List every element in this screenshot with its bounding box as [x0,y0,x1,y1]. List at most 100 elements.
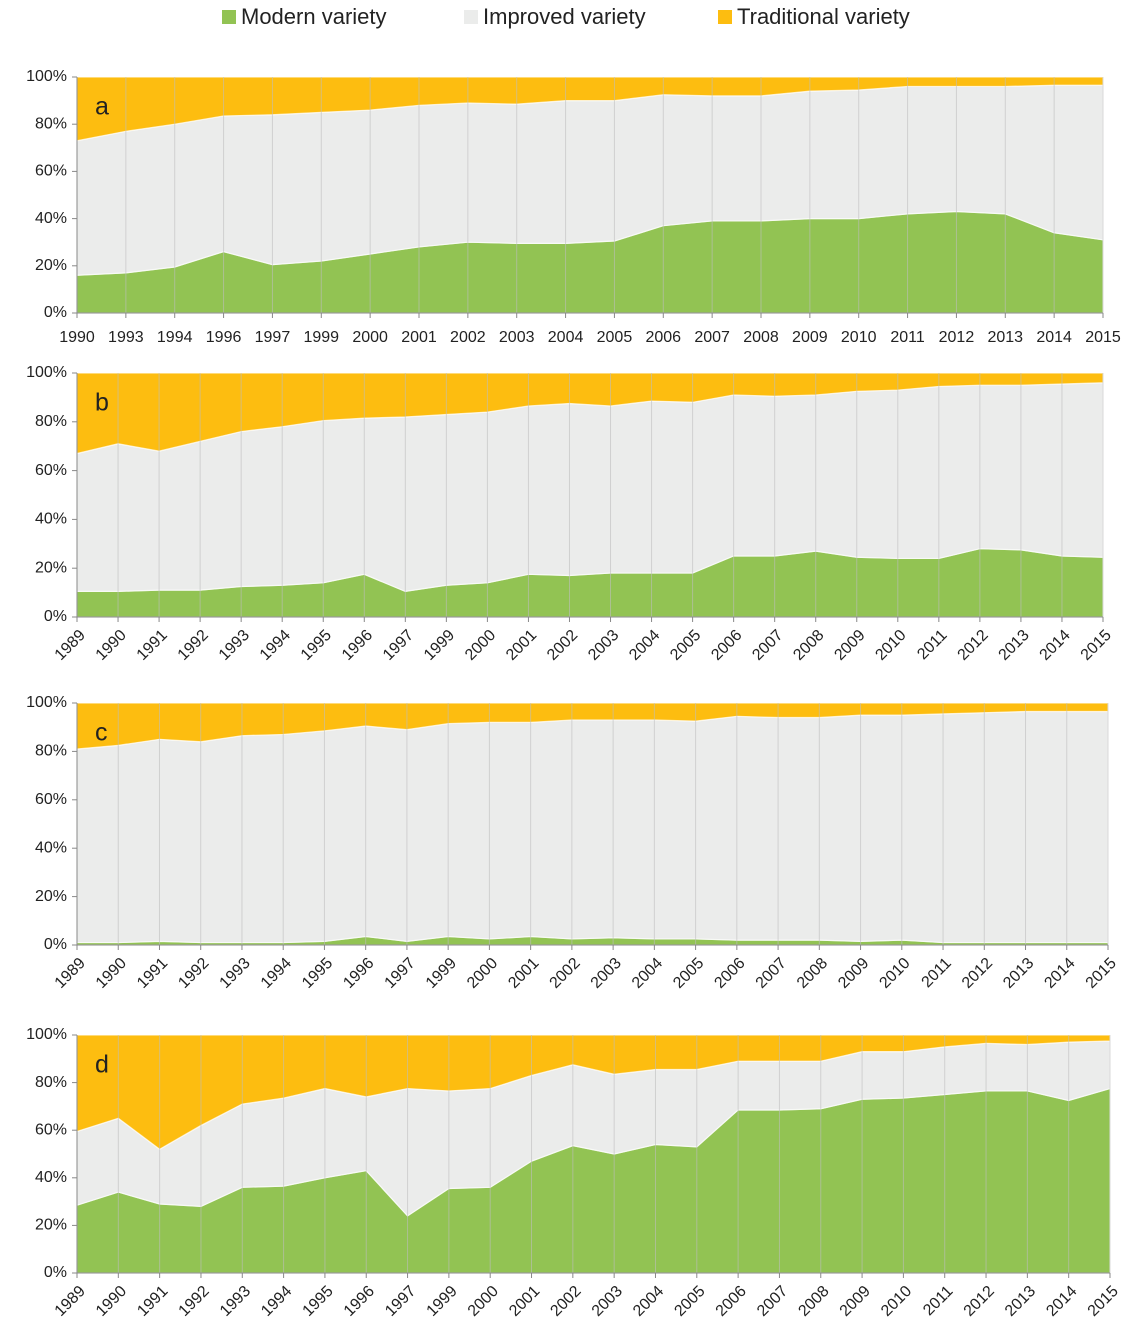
x-tick-label: 2015 [1085,329,1121,346]
x-tick-label: 1997 [380,627,417,664]
x-tick-label: 1989 [52,1283,89,1320]
x-tick-label: 1996 [340,955,377,992]
panel-label: d [95,1051,109,1079]
x-tick-label: 1996 [339,627,376,664]
x-tick-label: 2003 [588,955,625,992]
x-tick-label: 2007 [694,329,730,346]
x-tick-label: 2009 [835,955,872,992]
x-tick-label: 1991 [134,1283,171,1320]
x-tick-label: 1995 [299,955,336,992]
x-tick-label: 2006 [645,329,681,346]
x-tick-label: 1994 [157,329,193,346]
x-tick-label: 1992 [176,1283,213,1320]
x-tick-label: 2001 [401,329,437,346]
area [76,710,1109,944]
x-tick-label: 1995 [298,627,335,664]
legend-label: Modern variety [241,4,387,29]
y-tick-label: 80% [35,115,67,132]
legend-label: Improved variety [483,4,646,29]
x-tick-label: 2001 [505,955,542,992]
y-tick-label: 80% [35,743,67,760]
x-tick-label: 2014 [1036,329,1072,346]
x-tick-label: 1991 [134,955,171,992]
x-tick-label: 2011 [914,627,950,663]
x-tick-label: 2015 [1078,627,1115,664]
x-tick-label: 2008 [743,329,779,346]
x-tick-label: 1996 [206,329,242,346]
x-tick-label: 1990 [59,329,95,346]
x-tick-label: 1999 [423,955,460,992]
y-tick-label: 100% [26,364,67,381]
y-tick-label: 40% [35,511,67,528]
x-tick-label: 2002 [450,329,486,346]
x-tick-label: 2006 [708,627,745,664]
x-tick-label: 2002 [547,955,584,992]
x-tick-label: 2000 [465,1283,502,1320]
x-tick-label: 2006 [713,1283,750,1320]
x-tick-label: 2005 [667,627,704,664]
legend-swatch [464,10,478,24]
x-tick-label: 2001 [506,1283,543,1320]
y-tick-label: 20% [35,888,67,905]
x-tick-label: 2000 [462,627,499,664]
x-tick-label: 1996 [341,1283,378,1320]
x-tick-label: 2005 [671,1283,708,1320]
x-tick-label: 2010 [878,1283,915,1320]
x-tick-label: 1993 [216,627,253,664]
x-tick-label: 2005 [597,329,633,346]
x-tick-label: 2005 [670,955,707,992]
y-tick-label: 60% [35,163,67,180]
x-tick-label: 2011 [890,329,925,346]
x-tick-label: 2010 [876,955,913,992]
x-tick-label: 1997 [382,955,419,992]
y-tick-label: 100% [26,1026,67,1043]
x-tick-label: 2007 [753,955,790,992]
y-tick-label: 100% [26,694,67,711]
x-tick-label: 2012 [959,955,996,992]
x-tick-label: 2011 [920,1283,956,1319]
x-tick-label: 1990 [93,627,130,664]
panel-label: c [95,719,108,747]
x-tick-label: 2014 [1043,1283,1080,1320]
x-tick-label: 2004 [630,1283,667,1320]
x-tick-label: 1989 [52,627,89,664]
x-tick-label: 1997 [255,329,291,346]
y-tick-label: 0% [44,608,67,625]
y-tick-label: 20% [35,1217,67,1234]
x-tick-label: 2008 [795,1283,832,1320]
x-tick-label: 2008 [790,627,827,664]
y-tick-label: 40% [35,1169,67,1186]
x-tick-label: 2003 [589,1283,626,1320]
y-tick-label: 60% [35,1121,67,1138]
x-tick-label: 1991 [134,627,171,664]
x-tick-label: 1994 [258,1283,295,1320]
x-tick-label: 1990 [93,1283,130,1320]
x-tick-label: 2001 [503,627,540,664]
x-tick-label: 2010 [872,627,909,664]
x-tick-label: 2015 [1085,1283,1122,1320]
legend-label: Traditional variety [737,4,910,29]
x-tick-label: 2013 [1000,955,1037,992]
x-tick-label: 2009 [831,627,868,664]
x-tick-label: 1992 [175,955,212,992]
x-tick-label: 1995 [300,1283,337,1320]
x-tick-label: 2000 [464,955,501,992]
y-tick-label: 40% [35,210,67,227]
y-tick-label: 0% [44,936,67,953]
x-tick-label: 1999 [421,627,458,664]
x-tick-label: 2008 [794,955,831,992]
x-tick-label: 2004 [629,955,666,992]
x-tick-label: 2014 [1041,955,1078,992]
x-tick-label: 2000 [352,329,388,346]
x-tick-label: 1994 [258,955,295,992]
x-tick-label: 1994 [257,627,294,664]
x-tick-label: 2004 [626,627,663,664]
x-tick-label: 2009 [792,329,828,346]
x-tick-label: 2013 [996,627,1033,664]
y-tick-label: 100% [26,68,67,85]
x-tick-label: 2007 [754,1283,791,1320]
x-tick-label: 2012 [955,627,992,664]
x-tick-label: 1989 [52,955,89,992]
x-tick-label: 1993 [108,329,144,346]
x-tick-label: 2003 [585,627,622,664]
